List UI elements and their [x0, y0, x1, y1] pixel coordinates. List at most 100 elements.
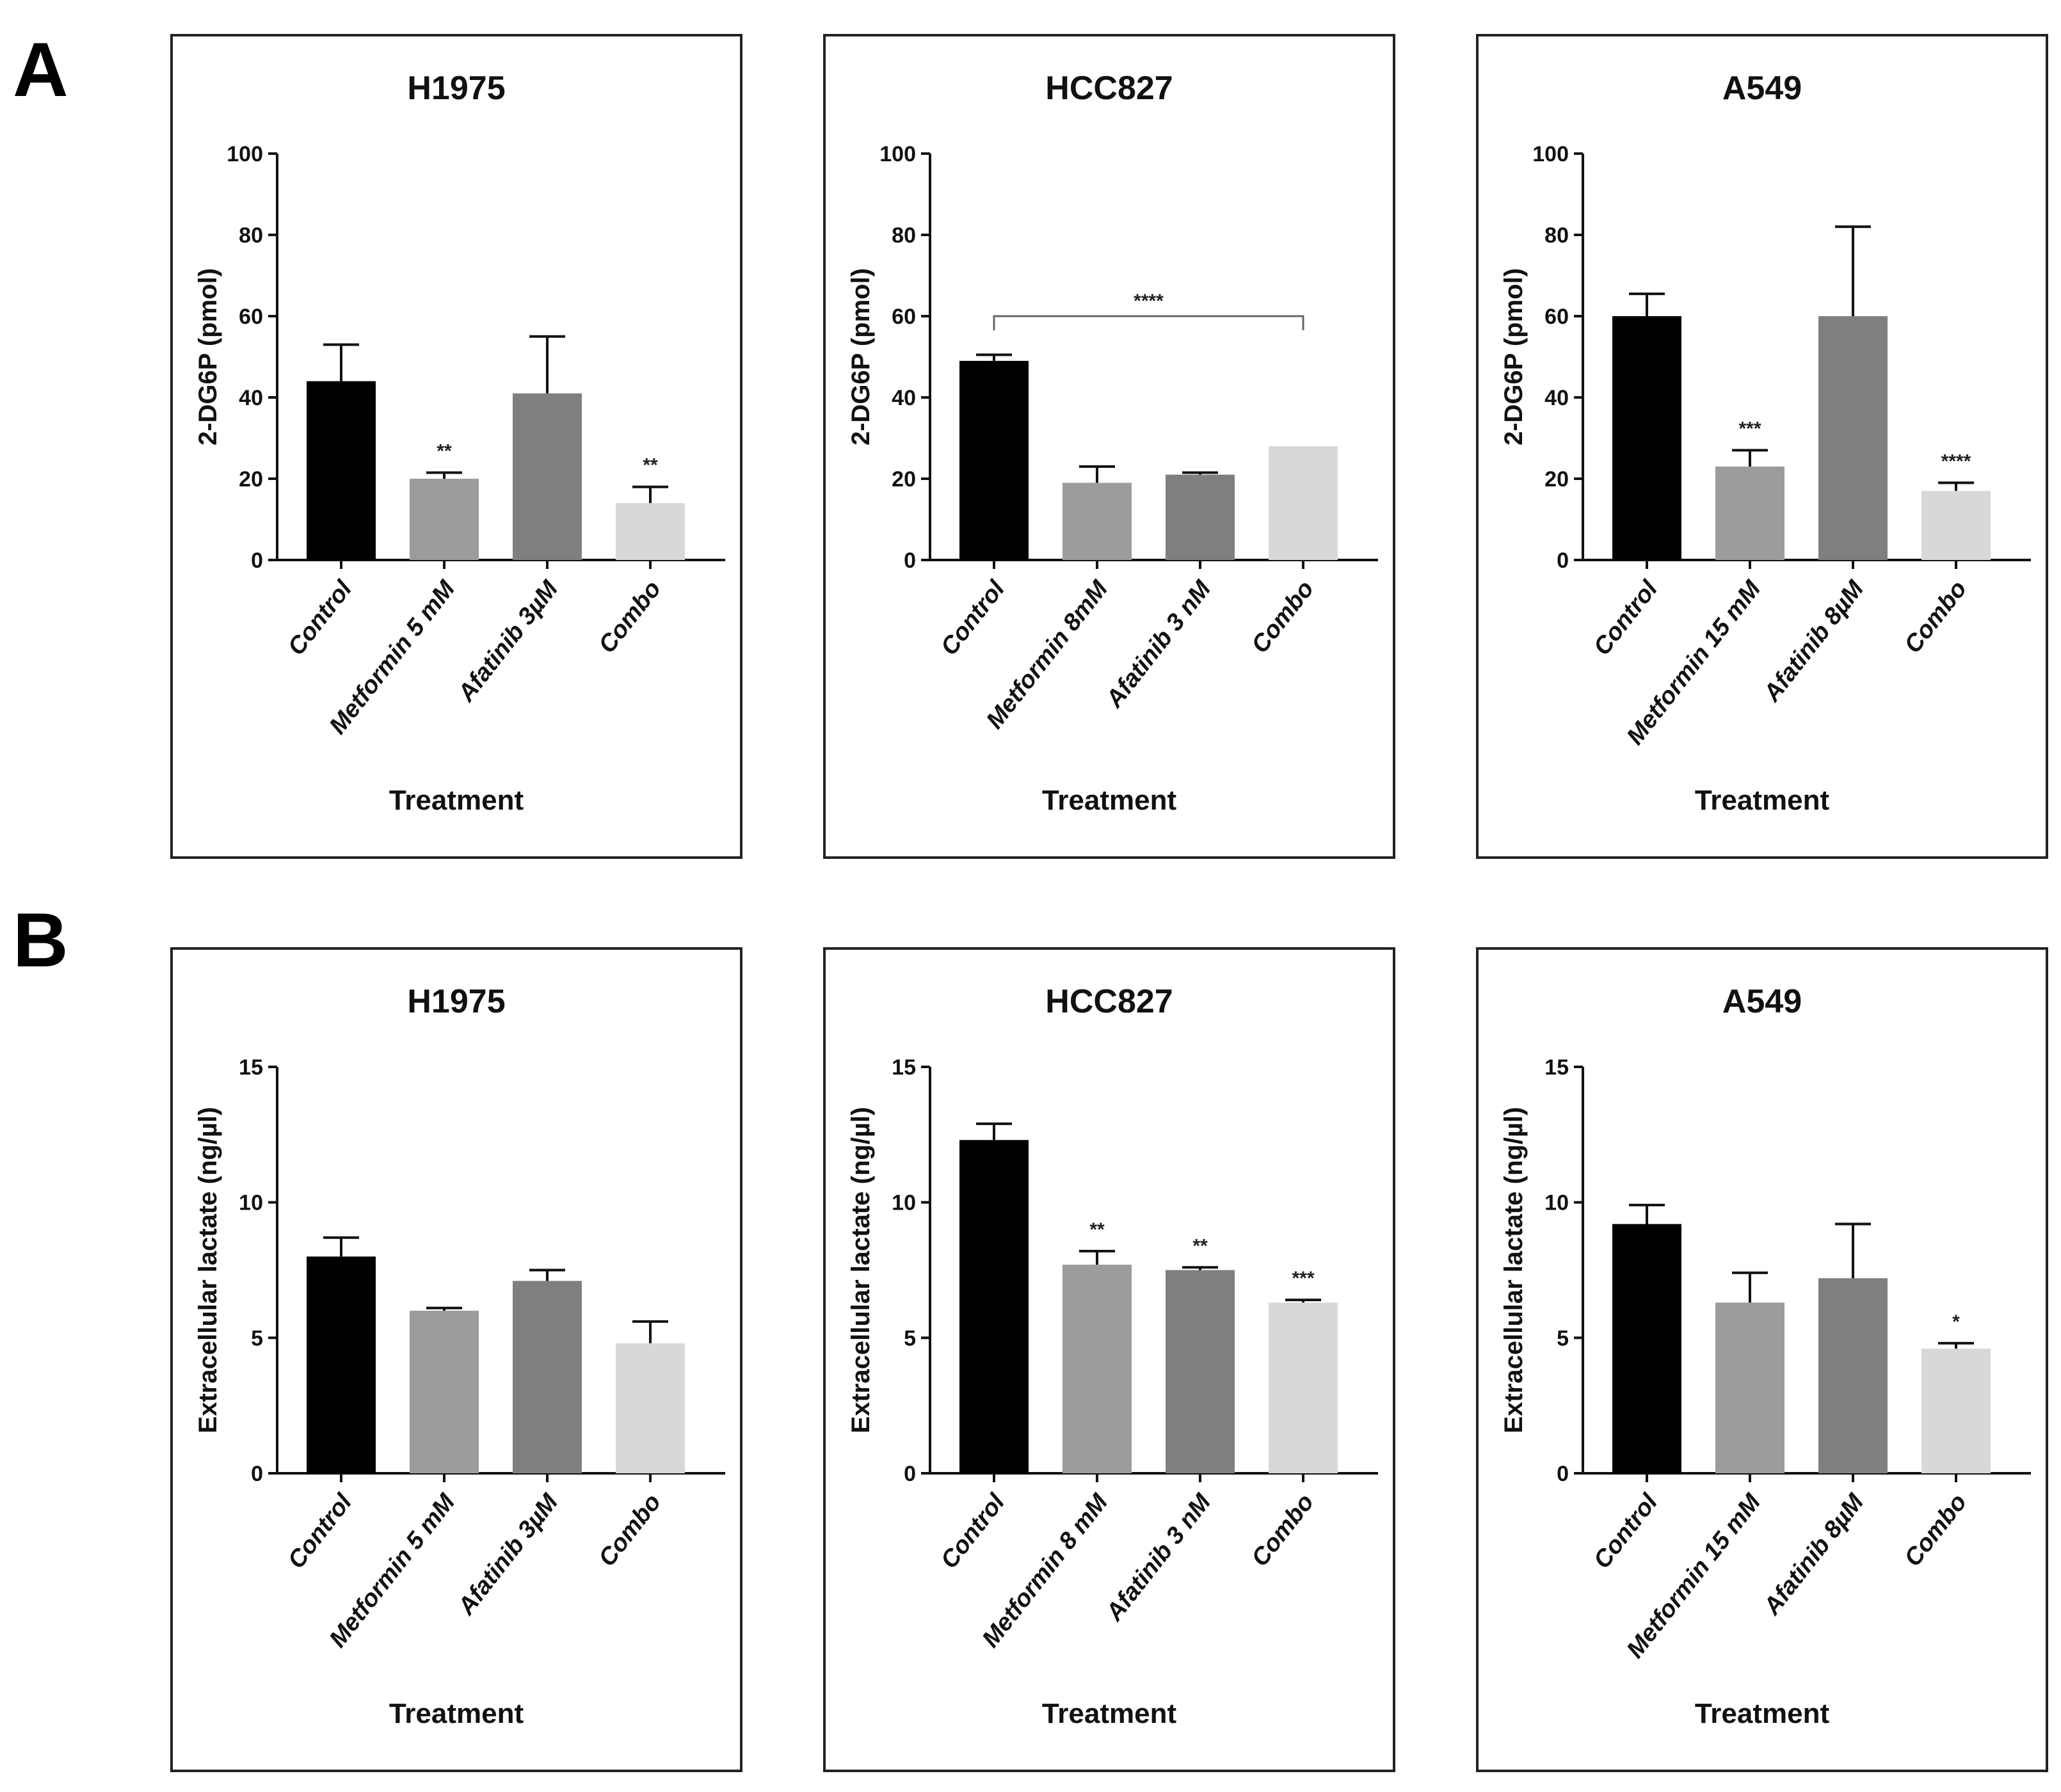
chart-frame: [1476, 34, 2048, 859]
bar: [959, 360, 1029, 560]
y-tick-label: 15: [1544, 1055, 1569, 1080]
chart-2: HCC827 0 20 40 60 80 100 2-DG6P (pmol) Treatment…: [823, 34, 1395, 859]
y-axis-label: Extracellular lactate (ng/µl): [847, 1107, 875, 1434]
y-tick-label: 80: [1544, 223, 1569, 248]
bar: [1612, 1224, 1681, 1473]
chart-frame: [170, 947, 742, 1772]
bar: [1612, 316, 1681, 560]
y-tick-label: 20: [239, 467, 263, 492]
bar: [1921, 1348, 1991, 1473]
category-label: Control: [936, 1489, 1011, 1574]
y-tick-label: 10: [239, 1191, 263, 1215]
chart-title: HCC827: [1045, 983, 1173, 1020]
y-tick-label: 100: [227, 142, 263, 166]
category-label: Afatinib 8µM: [1758, 575, 1870, 707]
bar: [616, 503, 685, 560]
significance-label: *: [1952, 1311, 1960, 1332]
y-tick-label: 100: [1532, 142, 1569, 166]
category-label: Control: [1589, 575, 1664, 660]
y-tick-label: 60: [239, 305, 263, 329]
y-axis-label: Extracellular lactate (ng/µl): [1500, 1107, 1528, 1434]
significance-label: ***: [1738, 419, 1761, 440]
chart-1: H1975 0 20 40 60 80 100 2-DG6P (pmol) Treatment C…: [170, 34, 742, 859]
chart-6: A549 0 5 10 15 Extracellular lactate (ng/µl) T…: [1476, 947, 2048, 1772]
y-tick-label: 15: [239, 1055, 263, 1080]
x-axis-label: Treatment: [389, 785, 524, 816]
y-tick-label: 40: [892, 386, 916, 410]
y-tick-label: 0: [1557, 548, 1569, 573]
chart-title: HCC827: [1045, 70, 1173, 107]
chart-title: H1975: [407, 983, 505, 1020]
y-tick-label: 15: [892, 1055, 916, 1080]
y-tick-label: 40: [1544, 386, 1569, 410]
category-label: Afatinib 8µM: [1758, 1489, 1870, 1620]
y-tick-label: 100: [879, 142, 916, 166]
bar: [1063, 1265, 1132, 1473]
bar: [959, 1140, 1029, 1473]
bar: [410, 479, 479, 560]
significance-label: **: [1089, 1219, 1105, 1240]
bar: [1921, 491, 1991, 560]
chart-4: H1975 0 5 10 15 Extracellular lactate (ng/µl)…: [170, 947, 742, 1772]
y-tick-label: 5: [904, 1326, 916, 1350]
y-tick-label: 5: [251, 1326, 263, 1350]
chart-frame: [170, 34, 742, 859]
x-axis-label: Treatment: [389, 1698, 524, 1729]
category-label: Control: [283, 575, 358, 660]
significance-label: **: [437, 440, 452, 461]
bar: [1715, 466, 1784, 560]
chart-3: A549 0 20 40 60 80 100 2-DG6P (pmol) Treatment Co…: [1476, 34, 2048, 859]
bracket-label: ****: [1134, 291, 1164, 312]
category-label: Combo: [1899, 1489, 1972, 1572]
significance-label: **: [1192, 1235, 1208, 1256]
category-label: Afatinib 3 nM: [1101, 575, 1217, 714]
y-tick-label: 10: [892, 1191, 916, 1215]
y-tick-label: 60: [892, 305, 916, 329]
panel-label-a: A: [13, 27, 68, 113]
panel-label-b: B: [13, 897, 68, 983]
bar: [410, 1311, 479, 1473]
chart-title: A549: [1722, 983, 1802, 1020]
y-tick-label: 0: [904, 1462, 916, 1486]
bar: [1269, 446, 1338, 560]
y-tick-label: 80: [239, 223, 263, 248]
y-axis-label: Extracellular lactate (ng/µl): [194, 1107, 222, 1434]
category-label: Afatinib 3µM: [453, 575, 564, 707]
y-tick-label: 20: [892, 467, 916, 492]
category-label: Control: [283, 1489, 358, 1574]
y-tick-label: 20: [1544, 467, 1569, 492]
bar: [513, 393, 582, 560]
x-axis-label: Treatment: [1042, 1698, 1177, 1729]
y-tick-label: 80: [892, 223, 916, 248]
bar: [307, 1256, 376, 1473]
x-axis-label: Treatment: [1695, 1698, 1830, 1729]
bar: [513, 1281, 582, 1473]
bar: [1818, 316, 1888, 560]
bar: [1063, 483, 1132, 560]
y-axis-label: 2-DG6P (pmol): [1500, 268, 1528, 445]
category-label: Control: [936, 575, 1011, 660]
y-axis-label: 2-DG6P (pmol): [194, 268, 222, 445]
y-tick-label: 10: [1544, 1191, 1569, 1215]
chart-frame: [823, 947, 1395, 1772]
chart-frame: [823, 34, 1395, 859]
y-tick-label: 0: [251, 1462, 263, 1486]
y-tick-label: 0: [251, 548, 263, 573]
chart-title: A549: [1722, 70, 1802, 107]
chart-5: HCC827 0 5 10 15 Extracellular lactate (ng/µl…: [823, 947, 1395, 1772]
category-label: Combo: [593, 576, 666, 659]
category-label: Afatinib 3µM: [453, 1489, 564, 1620]
bar: [616, 1343, 685, 1473]
bar: [1269, 1302, 1338, 1473]
y-tick-label: 0: [1557, 1462, 1569, 1486]
category-label: Combo: [593, 1489, 666, 1572]
chart-frame: [1476, 947, 2048, 1772]
y-tick-label: 5: [1557, 1326, 1569, 1350]
bar: [1715, 1302, 1784, 1473]
bar: [1166, 474, 1235, 560]
x-axis-label: Treatment: [1042, 785, 1177, 816]
chart-title: H1975: [407, 70, 505, 107]
significance-label: ***: [1292, 1268, 1314, 1289]
x-axis-label: Treatment: [1695, 785, 1830, 816]
